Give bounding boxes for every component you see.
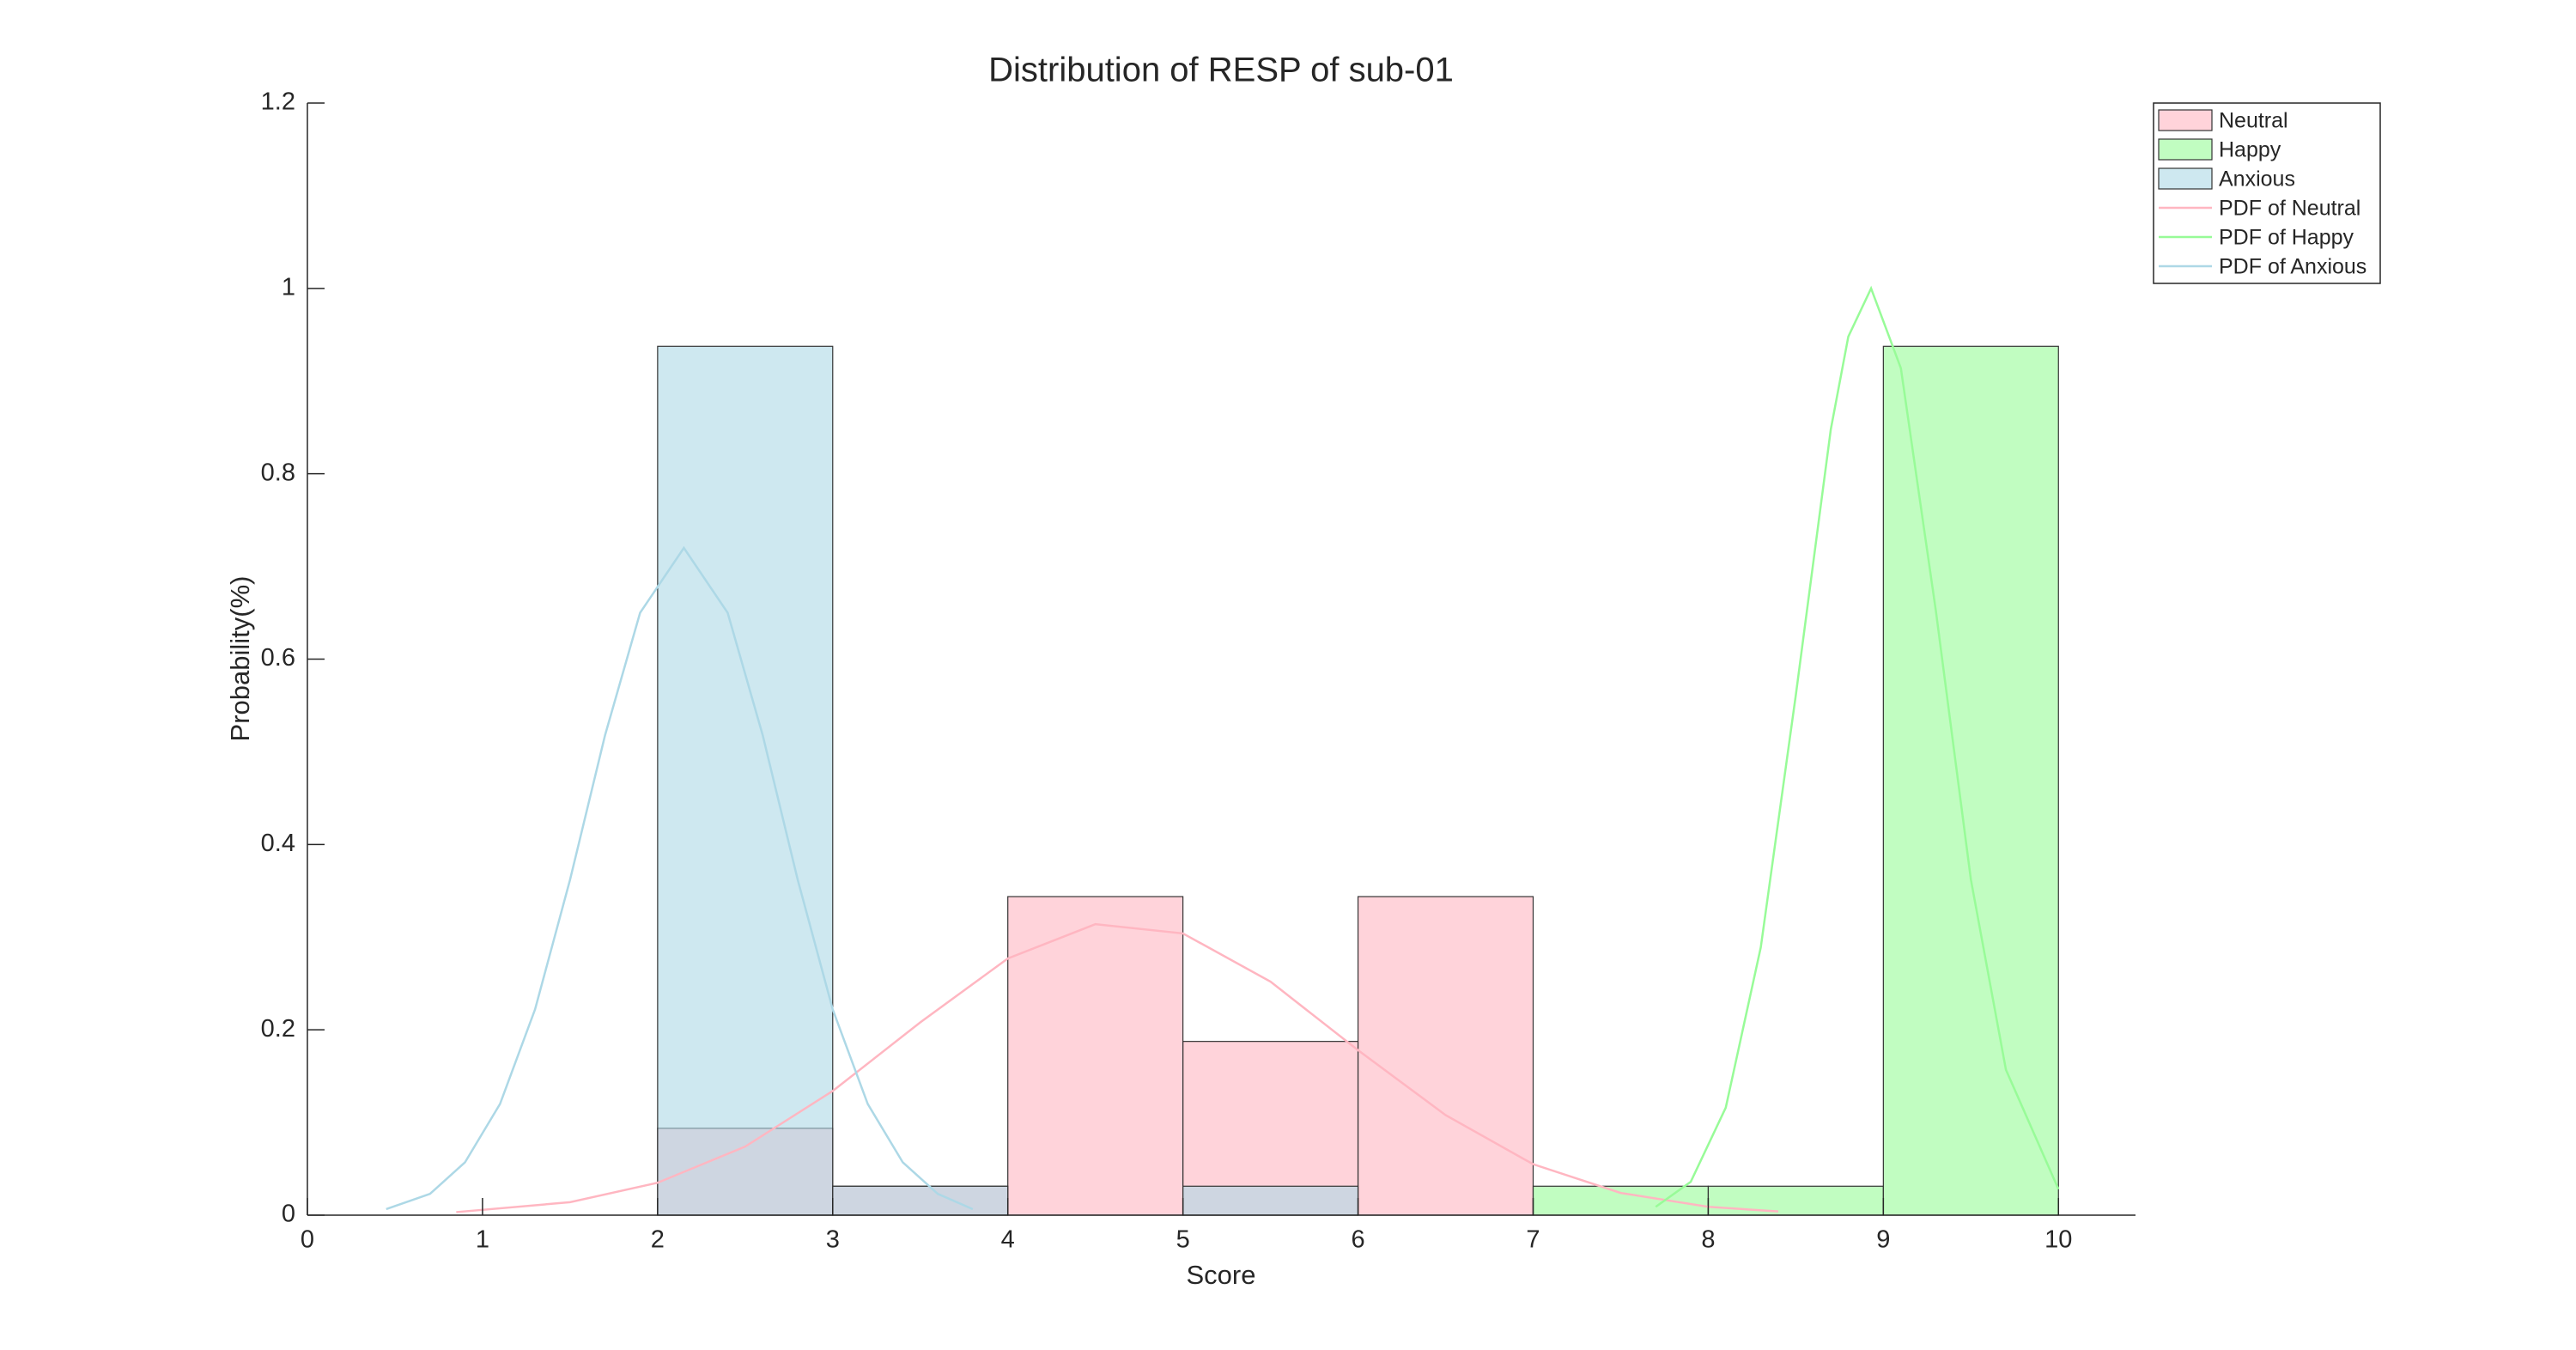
x-tick-label: 5 <box>1176 1226 1190 1254</box>
y-tick-label: 0.4 <box>261 830 295 857</box>
legend-label: PDF of Anxious <box>2219 255 2366 279</box>
y-tick-label: 1 <box>282 273 295 301</box>
pdf-line <box>456 922 1779 1213</box>
histogram-bar <box>832 1185 1009 1216</box>
y-axis-label: Probability(%) <box>225 576 255 742</box>
y-tick-label: 0.8 <box>261 459 295 486</box>
y-tick-label: 0.6 <box>261 644 295 672</box>
x-tick-label: 2 <box>651 1226 665 1254</box>
x-tick-label: 9 <box>1876 1226 1890 1254</box>
pdf-line <box>1655 285 2060 1208</box>
histogram-bar <box>1882 345 2059 1216</box>
x-tick-label: 10 <box>2044 1226 2072 1254</box>
x-tick-label: 1 <box>476 1226 489 1254</box>
y-tick-label: 0 <box>282 1201 295 1228</box>
y-tick-label: 1.2 <box>261 88 295 116</box>
x-tick-label: 8 <box>1701 1226 1715 1254</box>
legend-label: Neutral <box>2219 109 2288 133</box>
x-axis-label: Score <box>1187 1260 1256 1290</box>
legend-label: PDF of Happy <box>2219 226 2354 250</box>
legend-swatch <box>2158 138 2213 161</box>
legend-label: Happy <box>2219 138 2281 162</box>
legend-label: Anxious <box>2219 167 2295 192</box>
x-tick-label: 4 <box>1001 1226 1015 1254</box>
x-tick-label: 7 <box>1526 1226 1540 1254</box>
legend-label: PDF of Neutral <box>2219 197 2360 221</box>
y-tick-label: 0.2 <box>261 1015 295 1043</box>
legend-swatch <box>2158 109 2213 131</box>
x-tick-label: 6 <box>1351 1226 1364 1254</box>
histogram-bar <box>1707 1185 1884 1216</box>
legend-box <box>2153 102 2381 284</box>
histogram-bar <box>657 345 834 1216</box>
histogram-bar <box>1357 896 1534 1216</box>
histogram-bar <box>1532 1185 1710 1216</box>
x-tick-label: 0 <box>301 1226 314 1254</box>
histogram-bar <box>1007 896 1184 1216</box>
pdf-line <box>386 545 974 1211</box>
x-tick-label: 3 <box>826 1226 840 1254</box>
legend-swatch <box>2158 167 2213 190</box>
chart-title: Distribution of RESP of sub-01 <box>988 52 1454 89</box>
histogram-bar <box>1182 1185 1359 1216</box>
